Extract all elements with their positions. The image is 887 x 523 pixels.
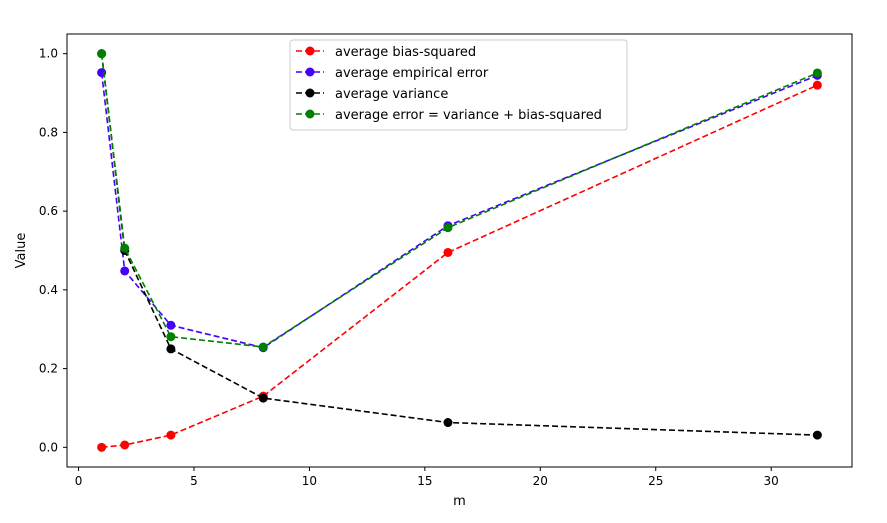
- x-tick-label: 15: [417, 474, 432, 488]
- legend: average bias-squared average empirical er…: [289, 39, 628, 131]
- legend-marker: [305, 109, 315, 119]
- series-line: [101, 84, 818, 449]
- legend-marker: [305, 88, 315, 98]
- data-point: [120, 266, 130, 276]
- y-tick-label: 1.0: [39, 47, 58, 61]
- x-axis: 0 5 10 15 20 25 30: [75, 467, 779, 488]
- y-axis: 0.0 0.2 0.4 0.6 0.8 1.0: [39, 47, 67, 454]
- series-3: [97, 49, 822, 352]
- legend-label: average empirical error: [335, 66, 489, 81]
- y-tick-label: 0.6: [39, 204, 58, 218]
- y-tick-label: 0.8: [39, 125, 58, 139]
- data-point: [166, 320, 176, 330]
- y-tick-label: 0.4: [39, 283, 58, 297]
- axes-frame: [66, 33, 853, 468]
- legend-label: average bias-squared: [335, 45, 476, 60]
- x-tick-label: 30: [764, 474, 779, 488]
- data-point: [812, 430, 822, 440]
- data-point: [97, 442, 107, 452]
- data-point: [166, 430, 176, 440]
- data-point: [166, 332, 176, 342]
- legend-label: average variance: [335, 87, 448, 102]
- data-point: [120, 243, 130, 253]
- legend-marker: [305, 67, 315, 77]
- data-point: [97, 49, 107, 59]
- data-point: [443, 247, 453, 257]
- legend-label: average error = variance + bias-squared: [335, 108, 602, 123]
- plot-area: [66, 33, 853, 468]
- x-tick-label: 0: [75, 474, 83, 488]
- legend-marker: [305, 46, 315, 56]
- series-line: [100, 72, 818, 349]
- x-tick-label: 5: [190, 474, 198, 488]
- x-axis-label: m: [453, 494, 466, 509]
- data-point: [443, 223, 453, 233]
- y-tick-label: 0.0: [39, 440, 58, 454]
- data-point: [258, 393, 268, 403]
- series-layer: [97, 49, 822, 452]
- x-tick-label: 25: [648, 474, 663, 488]
- data-point: [812, 80, 822, 90]
- legend-box: [289, 39, 628, 131]
- y-axis-label: Value: [14, 233, 29, 269]
- data-point: [166, 344, 176, 354]
- series-0: [97, 80, 822, 452]
- y-tick-label: 0.2: [39, 362, 58, 376]
- data-point: [443, 418, 453, 428]
- series-line: [100, 53, 818, 348]
- x-tick-label: 20: [533, 474, 548, 488]
- data-point: [258, 342, 268, 352]
- data-point: [812, 68, 822, 78]
- data-point: [120, 440, 130, 450]
- x-tick-label: 10: [302, 474, 317, 488]
